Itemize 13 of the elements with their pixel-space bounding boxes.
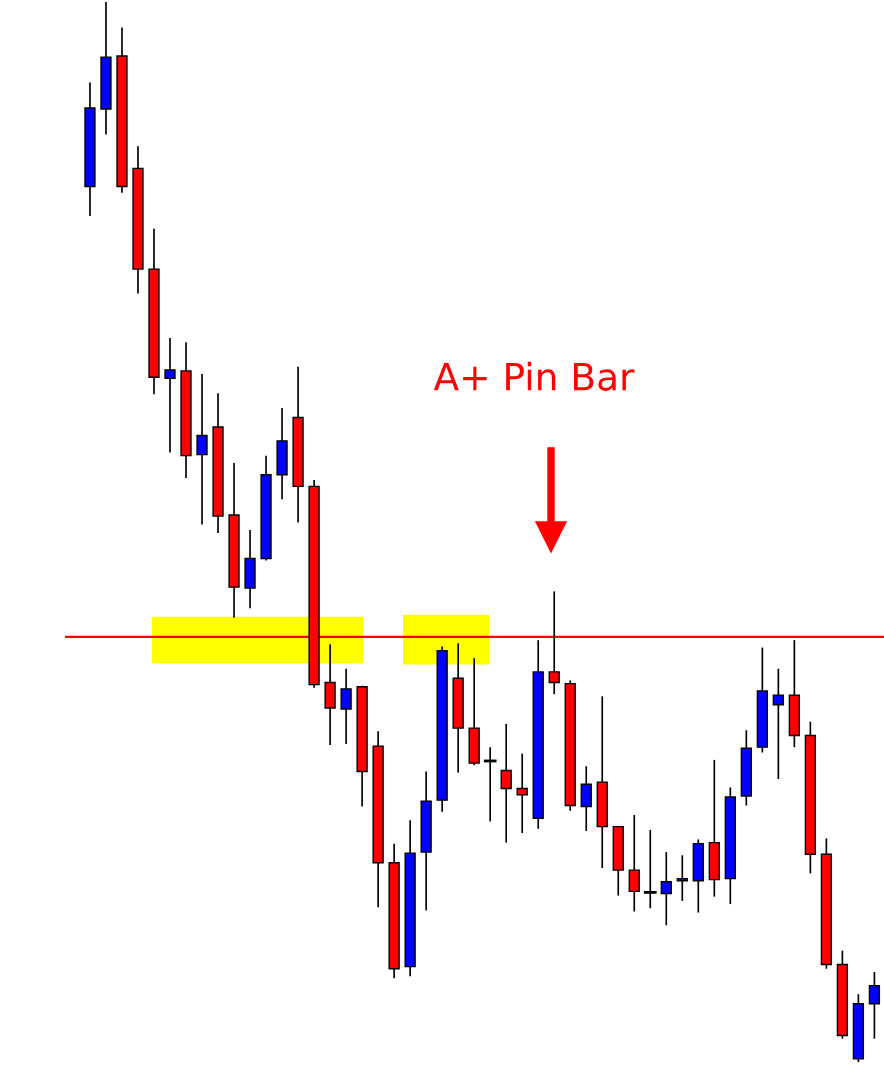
candlestick: [164, 337, 176, 454]
candlestick: [340, 667, 352, 745]
candlestick: [868, 971, 881, 1040]
candlestick: [483, 746, 497, 823]
candlestick: [500, 723, 512, 844]
candlestick: [196, 373, 208, 526]
candlestick: [660, 851, 672, 927]
annotation: A+ Pin Bar: [433, 361, 635, 391]
candlestick: [772, 667, 785, 780]
candlestick: [516, 752, 528, 834]
candlestick: [643, 829, 657, 910]
candlestick: [628, 814, 640, 913]
candlestick: [580, 765, 592, 832]
